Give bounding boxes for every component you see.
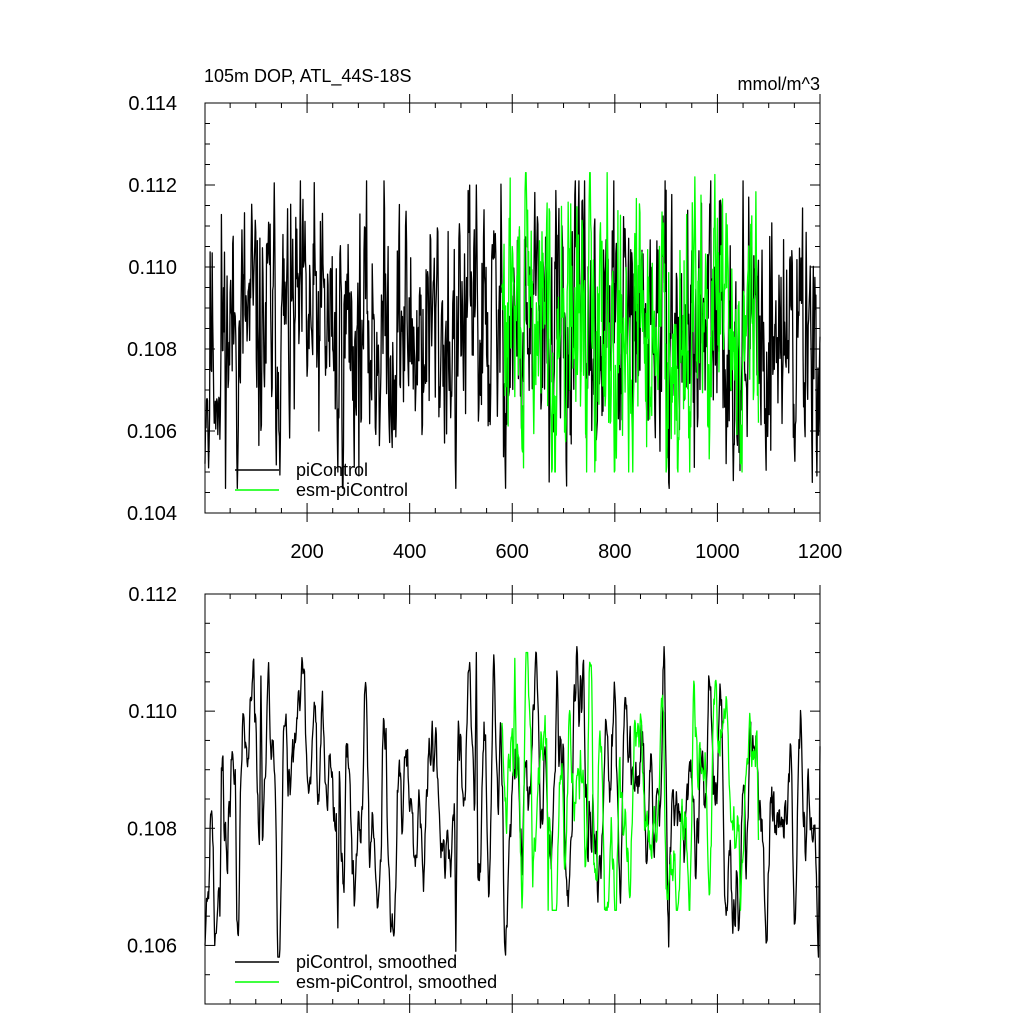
y-tick-label: 0.106 bbox=[127, 935, 177, 957]
series-line-esm-picontrol bbox=[501, 172, 760, 473]
y-tick-label: 0.106 bbox=[127, 421, 177, 443]
top-panel: 105m DOP, ATL_44S-18S mmol/m^3 0.1040.10… bbox=[127, 66, 842, 563]
x-tick-label: 800 bbox=[598, 541, 631, 563]
bottom-series bbox=[204, 646, 821, 958]
y-tick-label: 0.112 bbox=[128, 175, 177, 197]
top-y-tick-labels: 0.104 0.106 0.108 0.110 0.112 0.114 bbox=[127, 93, 177, 525]
x-tick-label: 200 bbox=[290, 541, 323, 563]
units-label: mmol/m^3 bbox=[738, 74, 820, 94]
legend-label-esm-picontrol-smoothed: esm-piControl, smoothed bbox=[296, 972, 497, 992]
y-tick-label: 0.104 bbox=[127, 503, 177, 525]
bottom-plot-frame bbox=[204, 593, 821, 1005]
series-line-picontrol bbox=[204, 646, 821, 958]
y-tick-label: 0.110 bbox=[128, 701, 177, 723]
top-series bbox=[204, 172, 821, 490]
y-tick-label: 0.114 bbox=[128, 93, 177, 115]
y-tick-label: 0.108 bbox=[127, 818, 177, 840]
y-tick-label: 0.110 bbox=[128, 257, 177, 279]
top-x-tick-labels: 200 400 600 800 1000 1200 bbox=[290, 541, 842, 563]
x-tick-label: 1200 bbox=[798, 541, 843, 563]
legend-label-picontrol-smoothed: piControl, smoothed bbox=[296, 952, 457, 972]
y-tick-label: 0.108 bbox=[127, 339, 177, 361]
bottom-panel: 0.106 0.108 0.110 0.112 piControl, smoothed… bbox=[127, 584, 821, 1013]
legend-label-esm-picontrol: esm-piControl bbox=[296, 480, 408, 500]
x-tick-label: 600 bbox=[496, 541, 529, 563]
x-tick-label: 1000 bbox=[695, 541, 740, 563]
bottom-y-tick-labels: 0.106 0.108 0.110 0.112 bbox=[127, 584, 177, 957]
bottom-ticks bbox=[205, 585, 821, 1013]
bottom-legend: piControl, smoothed esm-piControl, smoot… bbox=[235, 952, 497, 992]
x-tick-label: 400 bbox=[393, 541, 426, 563]
top-legend: piControl esm-piControl bbox=[235, 460, 408, 500]
y-tick-label: 0.112 bbox=[128, 584, 177, 606]
legend-label-picontrol: piControl bbox=[296, 460, 368, 480]
top-plot-frame bbox=[204, 102, 821, 514]
chart-title: 105m DOP, ATL_44S-18S bbox=[204, 66, 411, 87]
series-line-esm-picontrol bbox=[501, 651, 760, 911]
